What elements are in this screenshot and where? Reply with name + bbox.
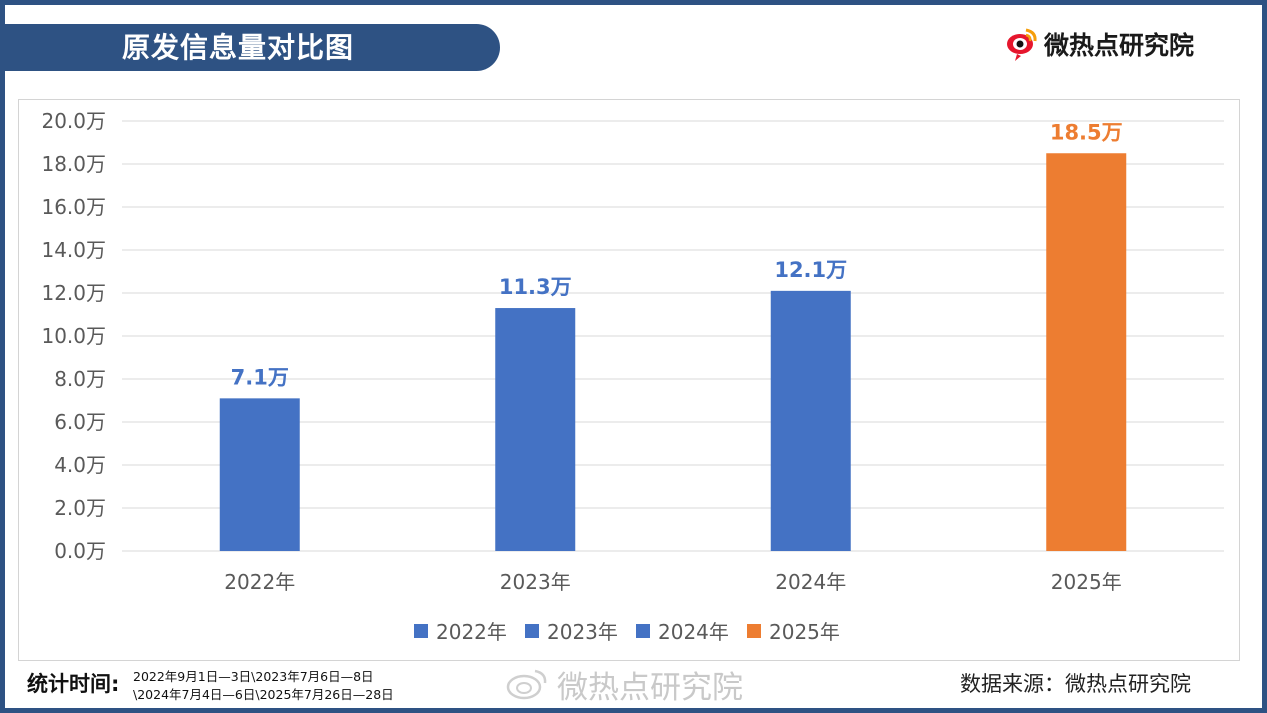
data-source: 数据来源：微热点研究院	[960, 672, 1191, 696]
x-tick-label: 2022年	[224, 570, 295, 594]
y-tick-label: 10.0万	[41, 324, 106, 348]
stat-time-line-1: 2022年9月1日—3日\2023年7月6日—8日	[133, 669, 374, 684]
y-tick-label: 8.0万	[54, 367, 106, 391]
legend-label: 2025年	[769, 620, 840, 644]
stat-time-line-2: \2024年7月4日—6日\2025年7月26日—28日	[133, 687, 394, 702]
bar	[770, 290, 851, 551]
stat-time-label: 统计时间:	[27, 672, 120, 696]
bar	[1046, 153, 1127, 551]
title-banner	[5, 24, 500, 71]
data-label: 18.5万	[1050, 120, 1123, 144]
chart-panel	[18, 99, 1240, 661]
y-tick-label: 2.0万	[54, 496, 106, 520]
x-tick-label: 2025年	[1051, 570, 1122, 594]
data-label: 12.1万	[774, 258, 847, 282]
y-tick-label: 14.0万	[41, 238, 106, 262]
x-tick-label: 2023年	[500, 570, 571, 594]
y-tick-label: 0.0万	[54, 539, 106, 563]
bar	[495, 308, 576, 551]
watermark-text: 微热点研究院	[557, 669, 743, 706]
weibo-watermark-icon	[506, 669, 547, 700]
data-label: 11.3万	[499, 275, 572, 299]
y-tick-label: 16.0万	[41, 195, 106, 219]
weibo-eye-icon	[1007, 28, 1037, 61]
legend-label: 2024年	[658, 620, 729, 644]
legend-label: 2022年	[436, 620, 507, 644]
bar	[219, 398, 300, 551]
y-tick-label: 4.0万	[54, 453, 106, 477]
y-tick-label: 18.0万	[41, 152, 106, 176]
legend-swatch	[525, 624, 539, 638]
watermark: 微热点研究院	[505, 664, 743, 706]
y-tick-label: 12.0万	[41, 281, 106, 305]
brand: 微热点研究院	[1004, 24, 1194, 64]
y-tick-label: 6.0万	[54, 410, 106, 434]
legend-swatch	[747, 624, 761, 638]
legend-label: 2023年	[547, 620, 618, 644]
data-label: 7.1万	[231, 365, 289, 389]
legend-swatch	[636, 624, 650, 638]
stat-time-dates: 2022年9月1日—3日\2023年7月6日—8日 \2024年7月4日—6日\…	[133, 668, 394, 704]
y-tick-label: 20.0万	[41, 109, 106, 133]
brand-name: 微热点研究院	[1044, 31, 1195, 60]
page-title: 原发信息量对比图	[122, 31, 355, 64]
legend-swatch	[414, 624, 428, 638]
x-tick-label: 2024年	[775, 570, 846, 594]
